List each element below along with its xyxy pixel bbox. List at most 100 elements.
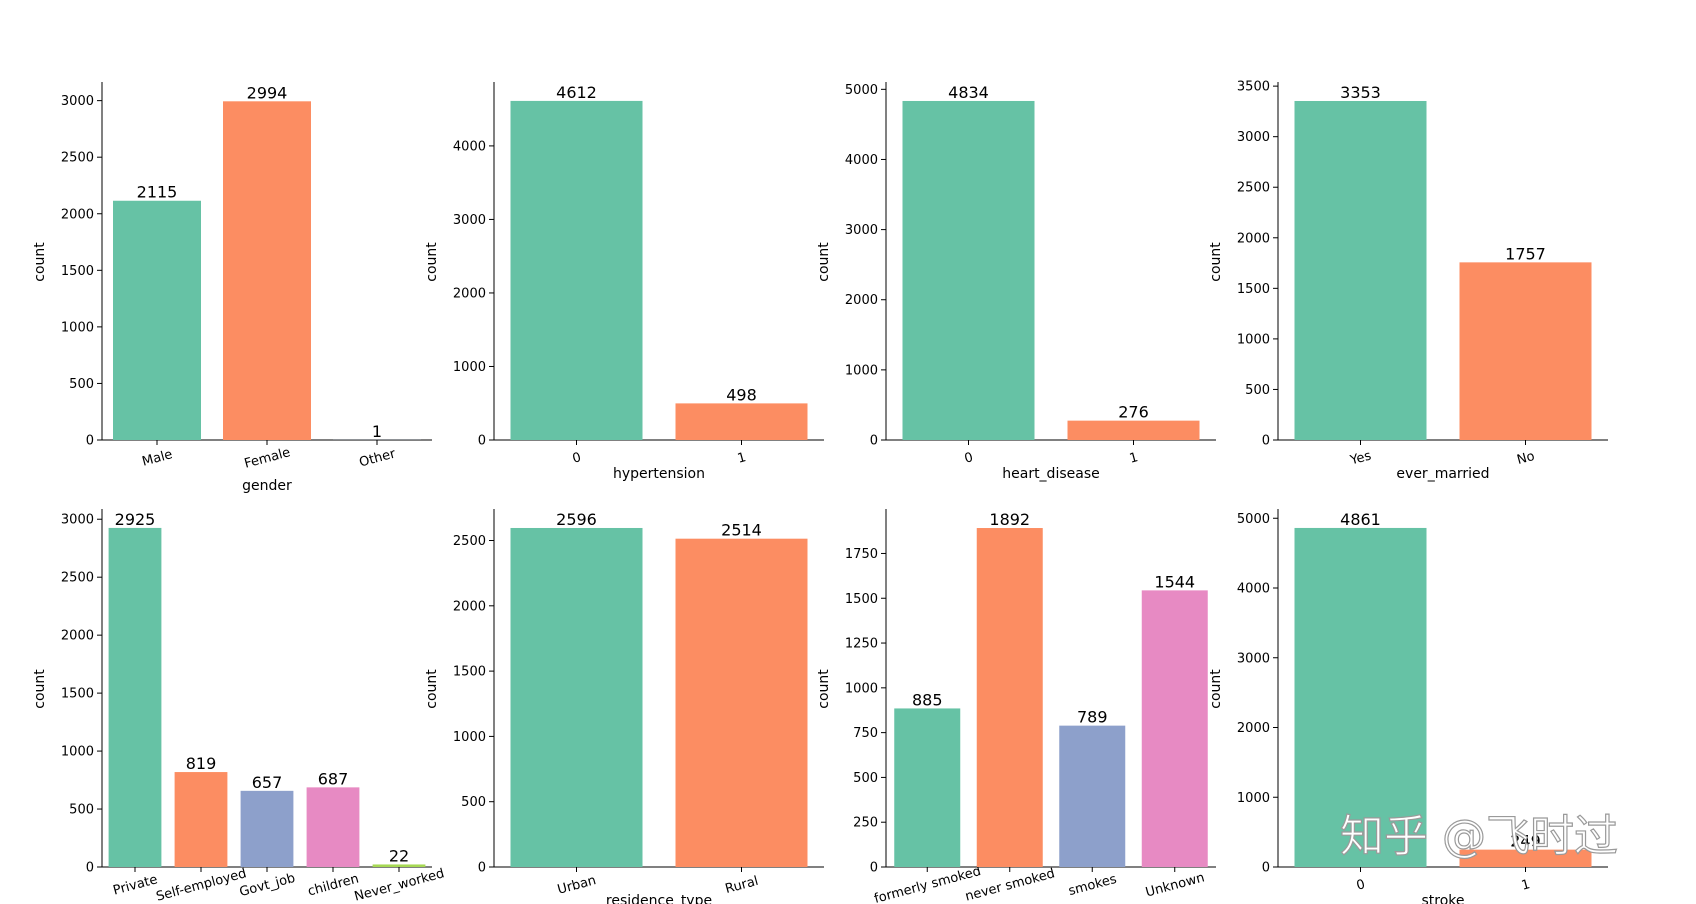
y-tick-label: 1750 (845, 547, 878, 562)
bar-value-label: 4861 (1340, 510, 1381, 529)
subplot-grid: 0500100015002000250030002115Male2994Fema… (32, 80, 1608, 904)
bar-0 (510, 100, 643, 440)
x-axis-label: gender (242, 478, 292, 494)
bar-formerly smoked (894, 708, 961, 867)
y-tick-label: 2000 (453, 599, 486, 614)
y-tick-label: 1000 (453, 360, 486, 375)
bar-value-label: 657 (252, 773, 283, 792)
x-axis-label: hypertension (613, 466, 705, 482)
bar-Never_worked (372, 864, 426, 867)
y-tick-label: 1500 (453, 665, 486, 680)
bar-0 (1294, 527, 1427, 867)
x-axis-label: ever_married (1396, 466, 1489, 482)
bar-value-label: 4612 (556, 83, 597, 102)
x-tick-label: No (1515, 449, 1536, 468)
y-tick-label: 500 (461, 795, 486, 810)
y-tick-label: 5000 (845, 83, 878, 98)
y-axis-label: count (32, 242, 48, 282)
bar-value-label: 2596 (556, 510, 597, 529)
y-tick-label: 2000 (453, 286, 486, 301)
y-axis-label: count (424, 669, 440, 709)
bar-never smoked (976, 528, 1043, 867)
bar-value-label: 2115 (137, 183, 178, 202)
y-tick-label: 1000 (845, 363, 878, 378)
x-axis-label: stroke (1421, 893, 1464, 904)
bar-Male (113, 200, 201, 440)
y-tick-label: 1000 (1237, 791, 1270, 806)
x-tick-label: 1 (1128, 450, 1140, 467)
bar-value-label: 789 (1077, 708, 1108, 727)
bar-Self-employed (174, 772, 228, 867)
y-tick-label: 2000 (1237, 231, 1270, 246)
y-tick-label: 1500 (61, 687, 94, 702)
y-tick-label: 500 (69, 377, 94, 392)
y-tick-label: 1500 (845, 592, 878, 607)
x-axis-label: heart_disease (1002, 466, 1099, 482)
y-tick-label: 250 (853, 816, 878, 831)
y-tick-label: 0 (478, 861, 486, 876)
y-tick-label: 500 (1245, 383, 1270, 398)
bar-value-label: 885 (912, 690, 943, 709)
x-tick-label: Govt_job (238, 871, 297, 900)
bar-value-label: 2994 (247, 83, 288, 102)
bar-value-label: 498 (726, 385, 757, 404)
bar-value-label: 2514 (721, 521, 762, 540)
y-tick-label: 3000 (61, 513, 94, 528)
bar-0 (902, 100, 1035, 441)
y-tick-label: 750 (853, 726, 878, 741)
y-axis-label: count (816, 242, 832, 282)
subplot-residence_type: 0 500 1000 1500 2000 2500 2596 Urban 2514 Rural re… (424, 509, 824, 904)
y-tick-label: 4000 (453, 139, 486, 154)
x-tick-label: Private (112, 872, 160, 898)
x-tick-label: Other (358, 446, 398, 470)
bar-1 (1067, 420, 1200, 440)
bar-value-label: 249 (1510, 832, 1541, 851)
y-tick-label: 4000 (1237, 582, 1270, 597)
y-tick-label: 0 (1262, 434, 1270, 449)
bar-value-label: 1544 (1154, 572, 1195, 591)
y-tick-label: 1000 (453, 730, 486, 745)
y-tick-label: 2500 (61, 151, 94, 166)
y-tick-label: 2500 (61, 571, 94, 586)
bar-Rural (675, 538, 808, 867)
y-tick-label: 1000 (61, 745, 94, 760)
y-tick-label: 1000 (61, 320, 94, 335)
y-tick-label: 2000 (1237, 721, 1270, 736)
subplot-ever_married: 0 500 1000 1500 2000 2500 3000 3500 3353 Yes 1757 N… (1208, 80, 1608, 482)
bar-smokes (1059, 725, 1126, 867)
bar-value-label: 687 (318, 769, 349, 788)
x-tick-label: Rural (724, 874, 760, 897)
subplot-stroke: 0 1000 2000 3000 4000 5000 4861 0 249 1 stroke coun… (1208, 509, 1608, 904)
subplot-heart_disease: 0 1000 2000 3000 4000 5000 4834 0 276 1 heart_dise… (816, 82, 1216, 482)
bar-Govt_job (240, 790, 294, 867)
bar-Unknown (1141, 590, 1208, 867)
bar-Yes (1294, 100, 1427, 440)
watermark-text: 知乎 @飞时过 (1340, 811, 1618, 862)
bar-value-label: 4834 (948, 83, 989, 102)
x-tick-label: 0 (1355, 877, 1367, 894)
bar-value-label: 276 (1118, 403, 1149, 422)
x-tick-label: 1 (1520, 877, 1532, 894)
bar-1 (675, 403, 808, 440)
y-tick-label: 3000 (453, 213, 486, 228)
y-tick-label: 1500 (1237, 282, 1270, 297)
y-tick-label: 1500 (61, 264, 94, 279)
bar-value-label: 3353 (1340, 83, 1381, 102)
y-axis-label: count (424, 242, 440, 282)
y-axis-label: count (32, 669, 48, 709)
y-tick-label: 3000 (61, 94, 94, 109)
y-tick-label: 0 (870, 434, 878, 449)
y-axis-label: count (1208, 242, 1224, 282)
y-tick-label: 0 (870, 861, 878, 876)
y-tick-label: 1000 (845, 681, 878, 696)
y-tick-label: 3000 (1237, 130, 1270, 145)
bar-Private (108, 527, 162, 867)
x-axis-label: residence_type (606, 893, 712, 904)
y-tick-label: 2000 (61, 207, 94, 222)
bar-value-label: 22 (389, 846, 409, 865)
y-tick-label: 5000 (1237, 512, 1270, 527)
x-tick-label: Female (243, 445, 292, 472)
